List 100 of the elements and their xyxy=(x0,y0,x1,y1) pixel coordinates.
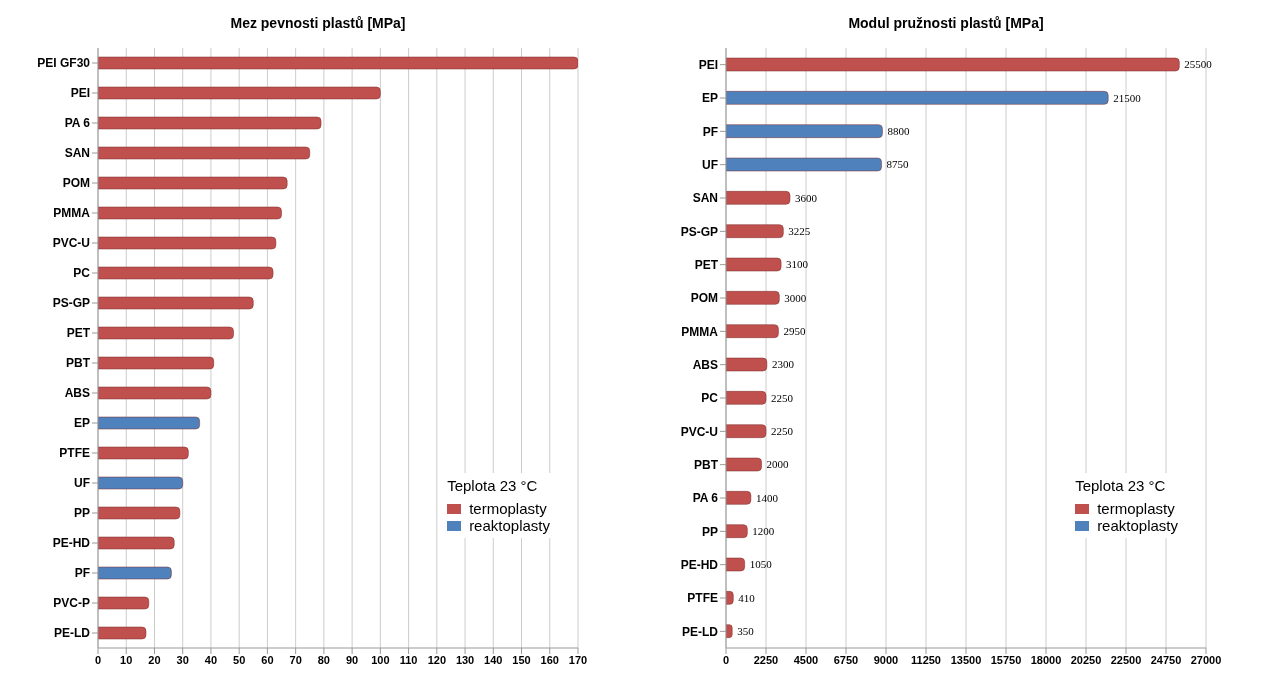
y-tick-label: PA 6 xyxy=(692,491,719,506)
bar xyxy=(726,224,784,238)
y-tick-label: PA 6 xyxy=(64,116,91,131)
legend-title: Teplota 23 °C xyxy=(447,477,539,494)
y-tick-label: PC xyxy=(73,266,91,281)
bar xyxy=(726,491,752,505)
y-tick-label: PE-HD xyxy=(680,557,719,572)
y-tick-label: PE-LD xyxy=(54,626,91,641)
bar xyxy=(98,386,212,400)
data-label: 3100 xyxy=(786,258,809,271)
bar xyxy=(98,206,282,220)
bar xyxy=(726,557,745,572)
x-tick-label: 130 xyxy=(455,653,475,666)
legend-label: termoplasty xyxy=(1097,500,1175,517)
data-label: 3600 xyxy=(795,191,818,204)
y-tick-label: PMMA xyxy=(681,324,719,339)
y-tick-label: PE-LD xyxy=(682,624,719,639)
bar xyxy=(726,357,768,372)
y-tick-label: SAN xyxy=(64,146,90,161)
y-tick-label: ABS xyxy=(64,386,90,401)
data-label: 350 xyxy=(737,625,755,638)
bar xyxy=(726,424,767,438)
bar xyxy=(726,391,767,405)
y-tick-label: PEI xyxy=(698,57,718,72)
bar xyxy=(726,457,762,472)
y-tick-label: PVC-P xyxy=(53,596,90,611)
data-label: 3225 xyxy=(788,225,811,238)
x-tick-label: 90 xyxy=(345,653,359,666)
x-tick-label: 2250 xyxy=(753,653,779,666)
y-tick-label: PEI GF30 xyxy=(37,56,91,71)
bar xyxy=(98,236,277,250)
y-tick-label: PTFE xyxy=(687,591,718,606)
bar xyxy=(98,566,172,580)
data-label: 1200 xyxy=(752,525,775,538)
x-tick-label: 18000 xyxy=(1030,653,1062,666)
x-tick-label: 22500 xyxy=(1110,653,1142,666)
x-tick-label: 0 xyxy=(722,653,730,666)
y-tick-label: PBT xyxy=(66,356,91,371)
x-tick-label: 10 xyxy=(120,653,133,666)
y-tick-label: PET xyxy=(694,257,719,272)
y-tick-label: PC xyxy=(701,391,719,406)
x-tick-label: 20250 xyxy=(1070,653,1102,666)
x-tick-label: 110 xyxy=(399,653,418,666)
data-label: 410 xyxy=(738,591,756,604)
x-tick-label: 150 xyxy=(512,653,531,666)
bar xyxy=(726,124,883,138)
bar xyxy=(98,266,274,280)
x-tick-label: 140 xyxy=(484,653,503,666)
data-label: 8800 xyxy=(887,125,910,138)
bar xyxy=(98,146,311,160)
bar xyxy=(98,116,322,130)
bar xyxy=(98,356,215,370)
y-tick-label: UF xyxy=(702,157,718,172)
chart-title: Mez pevnosti plastů [MPa] xyxy=(229,14,407,33)
x-tick-label: 4500 xyxy=(793,653,819,666)
bar xyxy=(98,416,200,430)
data-label: 2300 xyxy=(771,358,795,371)
legend-label: termoplasty xyxy=(469,500,547,517)
x-tick-label: 24750 xyxy=(1150,653,1182,666)
data-label: 8750 xyxy=(886,158,910,171)
bar xyxy=(726,91,1109,105)
y-tick-label: UF xyxy=(74,476,90,491)
y-tick-label: SAN xyxy=(692,191,718,206)
y-tick-label: PE-HD xyxy=(52,536,91,551)
y-tick-label: PS-GP xyxy=(52,296,90,311)
bar xyxy=(726,291,780,305)
bar xyxy=(98,536,175,550)
y-tick-label: PTFE xyxy=(59,446,90,461)
x-tick-label: 80 xyxy=(317,653,331,666)
y-tick-label: EP xyxy=(73,416,90,431)
bar xyxy=(98,626,147,640)
x-tick-label: 11250 xyxy=(911,653,941,666)
bar xyxy=(98,296,254,310)
bar xyxy=(98,86,381,100)
data-label: 2000 xyxy=(766,458,790,471)
x-tick-label: 60 xyxy=(261,653,274,666)
x-tick-label: 20 xyxy=(148,653,161,666)
x-tick-label: 15750 xyxy=(990,653,1022,666)
data-label: 3000 xyxy=(784,291,807,304)
data-label: 25500 xyxy=(1184,58,1213,71)
bar xyxy=(98,476,183,490)
bar xyxy=(726,257,782,272)
y-tick-label: PEI xyxy=(70,86,90,101)
y-tick-label: POM xyxy=(62,176,90,191)
x-tick-label: 0 xyxy=(94,653,102,666)
x-tick-label: 160 xyxy=(540,653,559,666)
data-label: 2250 xyxy=(771,391,794,404)
bar xyxy=(98,506,181,520)
y-tick-label: ABS xyxy=(692,357,718,372)
y-tick-label: PP xyxy=(701,524,718,539)
y-tick-label: PET xyxy=(66,326,91,341)
y-tick-label: PF xyxy=(74,566,90,581)
data-label: 2250 xyxy=(771,425,794,438)
data-label: 2950 xyxy=(783,325,806,338)
bar xyxy=(98,326,234,340)
y-tick-label: PF xyxy=(702,124,718,139)
chart-title: Modul pružnosti plastů [MPa] xyxy=(847,14,1045,33)
bar xyxy=(98,446,189,460)
x-tick-label: 170 xyxy=(568,653,588,666)
x-tick-label: 9000 xyxy=(873,653,899,666)
